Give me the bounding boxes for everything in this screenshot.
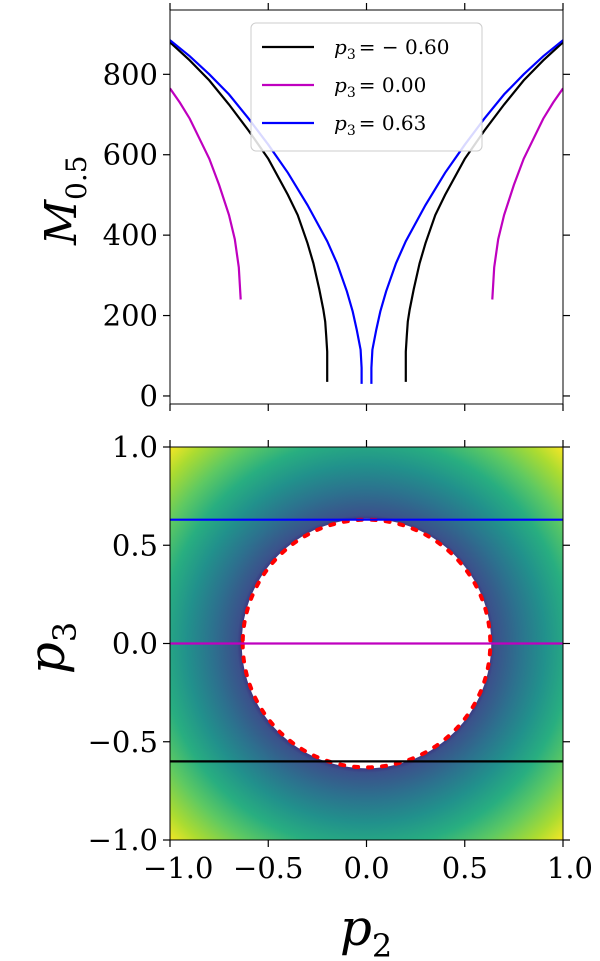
bottom-x-axis-title: p2: [340, 899, 392, 961]
legend-label: p3 = − 0.60: [334, 35, 450, 63]
series-0-segment-1: [404, 41, 563, 382]
bottom-x-tick-label: 1.0: [547, 851, 593, 885]
legend: p3 = − 0.60 p3 = 0.00 p3 = 0.63: [250, 22, 483, 152]
bottom-y-tick-label: 0.0: [112, 627, 158, 661]
bottom-x-tick-label: 0.0: [343, 851, 389, 885]
top-tick-group: 0 200 400 600 800: [103, 3, 570, 413]
line-series-group: [170, 39, 563, 384]
bottom-y-tick-label: −0.5: [88, 725, 158, 759]
top-y-tick-label: 200: [103, 299, 158, 333]
top-y-axis-title: M0.5: [36, 155, 93, 246]
legend-box: [250, 22, 483, 152]
series-1-segment-0: [170, 87, 242, 300]
bottom-x-tick-label: −0.5: [233, 851, 303, 885]
horizontal-line-group: [170, 518, 563, 763]
boundary-circle: [240, 517, 493, 770]
heatmap-panel: −1.0 −0.5 0.0 0.5 1.0 −1.0 −0.5 0.0 0.5 1.0 p3 p2: [18, 430, 593, 961]
top-y-tick-label: 0: [140, 379, 158, 413]
bottom-x-tick-label: 0.5: [442, 851, 488, 885]
legend-label: p3 = 0.00: [334, 73, 426, 101]
top-y-tick-label: 800: [103, 57, 158, 91]
bottom-tick-group: −1.0 −0.5 0.0 0.5 1.0 −1.0 −0.5 0.0 0.5 1.0: [88, 430, 593, 885]
bottom-y-axis-title: p3: [18, 622, 84, 674]
series-2-segment-1: [370, 39, 563, 384]
series-2-segment-0: [170, 39, 363, 384]
legend-label: p3 = 0.63: [334, 111, 426, 139]
bottom-x-tick-label: −1.0: [143, 851, 213, 885]
bottom-y-tick-label: −1.0: [88, 823, 158, 857]
series-0-segment-0: [170, 41, 329, 382]
top-y-tick-label: 600: [103, 138, 158, 172]
series-1-segment-1: [491, 87, 563, 300]
heatmap-fill: [170, 447, 563, 840]
bottom-y-tick-label: 1.0: [112, 430, 158, 464]
bottom-y-tick-label: 0.5: [112, 528, 158, 562]
top-y-tick-label: 400: [103, 218, 158, 252]
